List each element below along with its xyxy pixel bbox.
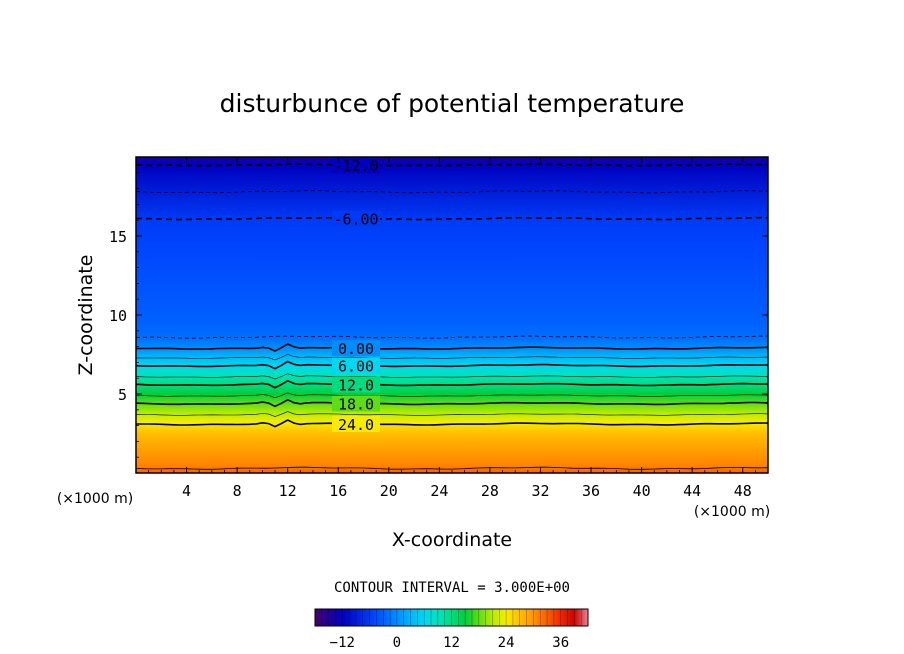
x-tick-label: 12 (279, 482, 297, 500)
contour-label-bg (332, 416, 380, 433)
contour-label-bg (332, 156, 380, 173)
contour-line (136, 354, 768, 361)
colorbar-tick-label: −12 (330, 635, 355, 651)
contour-line (136, 216, 768, 221)
contour-label: 18.0 (338, 395, 374, 413)
contour-label-bg (332, 376, 380, 393)
x-axis-unit-right: (×1000 m) (694, 504, 770, 520)
y-axis-label: Z-coordinate (75, 255, 97, 376)
x-axis-ticks: 4 8 12 16 20 24 28 32 36 40 44 48 (148, 157, 756, 500)
contour-line (136, 419, 768, 428)
y-tick-label: 15 (109, 228, 127, 246)
contour-line (136, 360, 768, 370)
x-tick-label: 32 (531, 482, 549, 500)
contour-line (136, 392, 768, 399)
contour-label: 0.00 (338, 340, 374, 358)
contour-label-bg (332, 395, 380, 412)
contour-line (136, 379, 768, 389)
contour-line (136, 190, 768, 194)
temperature-field (136, 157, 768, 473)
colorbar-tick-label: 0 (393, 635, 401, 651)
colorbar-cells (321, 609, 582, 626)
x-axis-label: X-coordinate (392, 529, 512, 551)
contour-lines (136, 163, 768, 470)
x-tick-label: 44 (683, 482, 701, 500)
colorbar-ticks: −12 0 12 24 36 (330, 635, 569, 651)
colorbar-frame (314, 608, 589, 627)
contour-line (136, 398, 768, 408)
contour-line (136, 373, 768, 380)
contour-line (136, 411, 768, 417)
x-tick-label: 4 (182, 482, 191, 500)
x-tick-label: 28 (481, 482, 499, 500)
y-axis-ticks: 5 10 15 (109, 172, 768, 458)
colorbar: −12 0 12 24 36 (314, 608, 589, 651)
contour-label: 24.0 (338, 416, 374, 434)
y-tick-label: 10 (109, 307, 127, 325)
x-tick-label: 24 (430, 482, 448, 500)
x-tick-label: 36 (582, 482, 600, 500)
x-tick-label: 48 (734, 482, 752, 500)
x-tick-label: 16 (329, 482, 347, 500)
colorbar-tick-label: 36 (552, 635, 569, 651)
contour-label-bg (332, 340, 380, 357)
chart-title: disturbunce of potential temperature (220, 89, 685, 118)
contour-line (136, 163, 768, 167)
contour-line (136, 335, 768, 339)
colorbar-tick-label: 24 (498, 635, 515, 651)
y-tick-label: 5 (118, 386, 127, 404)
contour-label: -6.00 (333, 211, 378, 229)
x-tick-label: 8 (233, 482, 242, 500)
contour-interval-note: CONTOUR INTERVAL = 3.000E+00 (334, 580, 570, 596)
x-tick-label: 40 (633, 482, 651, 500)
contour-line (136, 343, 768, 352)
colorbar-tick-label: 12 (443, 635, 460, 651)
contour-label: -12.0 (333, 157, 378, 175)
contour-line (136, 466, 768, 470)
x-axis-unit-left: (×1000 m) (57, 491, 133, 507)
contour-label-bg (332, 210, 380, 227)
contour-label: 12.0 (338, 377, 374, 395)
contour-label-bg (332, 357, 380, 374)
x-tick-label: 20 (380, 482, 398, 500)
contour-label: 6.00 (338, 358, 374, 376)
